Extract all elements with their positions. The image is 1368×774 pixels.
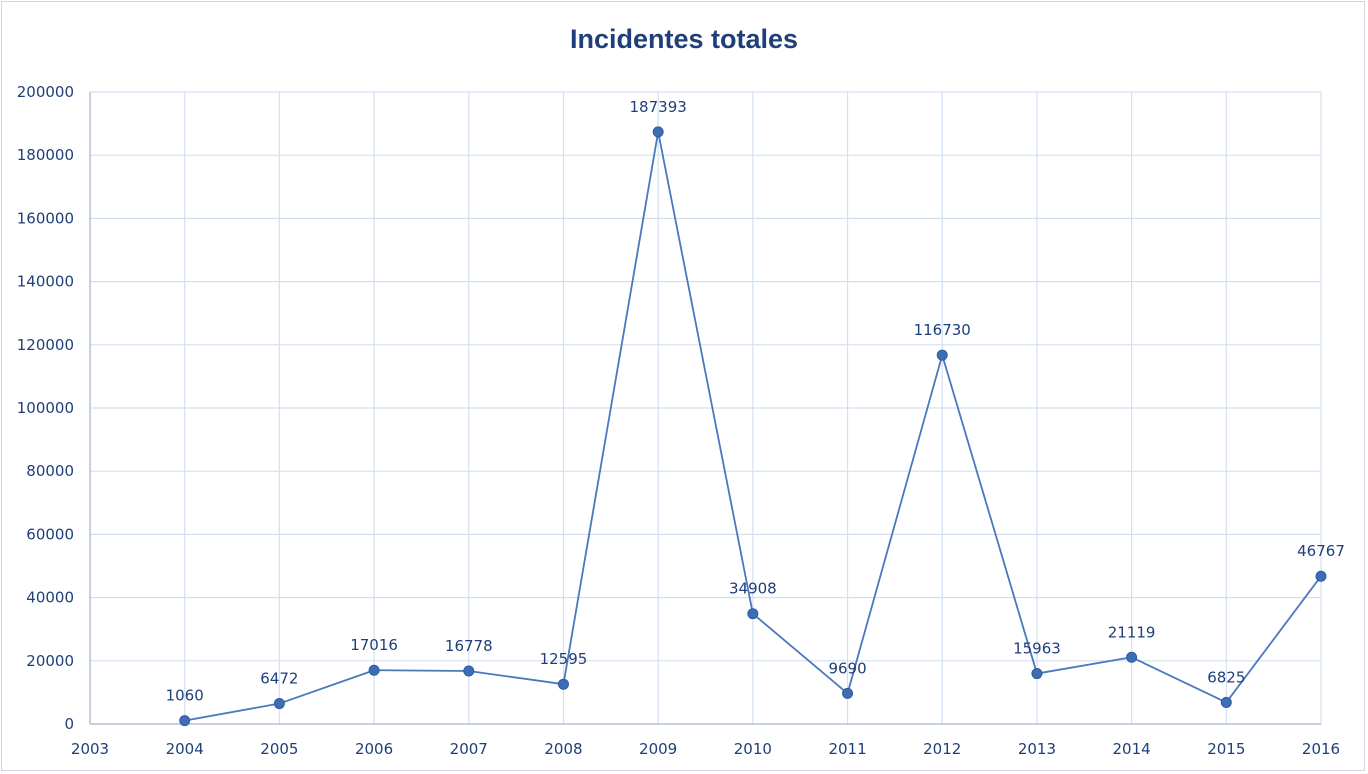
y-tick-label: 120000 xyxy=(17,336,74,354)
y-tick-label: 100000 xyxy=(17,399,74,417)
data-point xyxy=(179,715,191,727)
x-tick-label: 2013 xyxy=(1018,740,1056,758)
x-tick-label: 2009 xyxy=(639,740,677,758)
x-tick-label: 2006 xyxy=(355,740,393,758)
x-tick-label: 2012 xyxy=(923,740,961,758)
x-tick-label: 2014 xyxy=(1113,740,1151,758)
data-point xyxy=(273,698,285,710)
data-label: 15963 xyxy=(1013,640,1061,658)
data-label: 6825 xyxy=(1207,668,1245,686)
data-label: 17016 xyxy=(350,636,398,654)
y-tick-label: 200000 xyxy=(17,83,74,101)
x-tick-label: 2011 xyxy=(828,740,866,758)
y-tick-label: 180000 xyxy=(17,146,74,164)
data-point xyxy=(368,664,380,676)
data-label: 6472 xyxy=(260,670,298,688)
data-label: 1060 xyxy=(166,687,204,705)
y-tick-label: 80000 xyxy=(26,462,74,480)
data-label: 187393 xyxy=(630,98,687,116)
y-tick-label: 0 xyxy=(64,715,74,733)
data-point xyxy=(557,678,569,690)
data-point xyxy=(652,126,664,138)
data-label: 12595 xyxy=(540,650,588,668)
x-tick-label: 2004 xyxy=(166,740,204,758)
x-tick-label: 2016 xyxy=(1302,740,1340,758)
data-label: 16778 xyxy=(445,637,493,655)
x-tick-label: 2003 xyxy=(71,740,109,758)
data-point xyxy=(747,608,759,620)
data-label: 9690 xyxy=(828,659,866,677)
data-label: 21119 xyxy=(1108,623,1156,641)
y-tick-label: 140000 xyxy=(17,273,74,291)
y-tick-label: 40000 xyxy=(26,589,74,607)
y-tick-label: 160000 xyxy=(17,209,74,227)
x-tick-label: 2007 xyxy=(450,740,488,758)
data-point xyxy=(842,687,854,699)
chart-title: Incidentes totales xyxy=(569,24,799,54)
x-tick-label: 2005 xyxy=(260,740,298,758)
x-tick-label: 2015 xyxy=(1207,740,1245,758)
data-point xyxy=(1031,668,1043,680)
data-point xyxy=(463,665,475,677)
data-point xyxy=(1220,696,1232,708)
y-tick-label: 20000 xyxy=(26,652,74,670)
y-tick-label: 60000 xyxy=(26,525,74,543)
data-label: 46767 xyxy=(1297,542,1345,560)
data-point xyxy=(1315,570,1327,582)
x-tick-label: 2010 xyxy=(734,740,772,758)
data-label: 116730 xyxy=(914,321,971,339)
data-point xyxy=(936,349,948,361)
data-label: 34908 xyxy=(729,580,777,598)
data-point xyxy=(1126,651,1138,663)
x-tick-label: 2008 xyxy=(544,740,582,758)
